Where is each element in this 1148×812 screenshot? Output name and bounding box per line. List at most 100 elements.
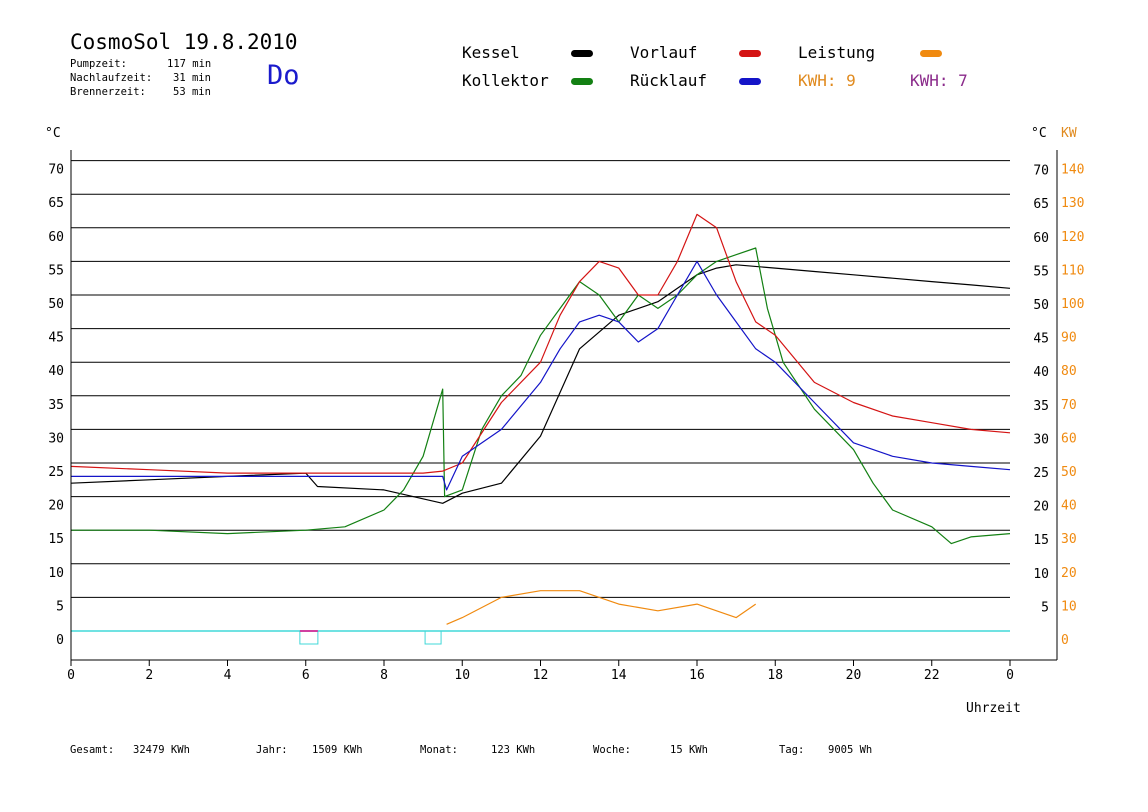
legend-ruecklauf-swatch (739, 78, 761, 85)
y-tick-label-right: 50 (1033, 298, 1049, 313)
y-tick-label-right: 25 (1033, 466, 1049, 481)
series-line-rücklauf (71, 260, 1011, 491)
stat-pumpzeit-value: 117 min (167, 58, 212, 70)
y2-tick-label: 20 (1061, 566, 1077, 581)
series-line-kessel (70, 264, 1011, 504)
footer-woche-value: 15 KWh (670, 744, 708, 756)
y-tick-label-right: 65 (1033, 197, 1049, 212)
right-unit-label: °C (1031, 126, 1047, 141)
kw-unit-label: KW (1061, 126, 1077, 141)
stat-brennerzeit-label: Brennerzeit: (70, 86, 146, 98)
stat-nachlaufzeit-value: 31 min (173, 72, 211, 84)
x-tick-label: 0 (67, 668, 75, 683)
footer-monat-label: Monat: (420, 744, 458, 756)
x-tick-label: 4 (224, 668, 232, 683)
y-tick-label-left: 20 (48, 499, 64, 514)
legend-kwh-purple: KWH: 7 (910, 71, 968, 90)
y-tick-label-right: 5 (1041, 600, 1049, 615)
y-tick-label-right: 35 (1033, 399, 1049, 414)
y-tick-label-right: 30 (1033, 432, 1049, 447)
footer-tag-value: 9005 Wh (828, 744, 873, 756)
y2-tick-label: 0 (1061, 633, 1069, 648)
legend-kollektor-swatch (571, 78, 593, 85)
legend-kwh-orange: KWH: 9 (798, 71, 856, 90)
x-tick-label: 12 (533, 668, 549, 683)
footer-woche-label: Woche: (593, 744, 631, 756)
legend-ruecklauf-label: Rücklauf (630, 71, 708, 90)
y2-tick-label: 110 (1061, 263, 1084, 278)
y-tick-label-left: 35 (48, 398, 64, 413)
y-tick-label-left: 25 (48, 465, 64, 480)
y2-tick-label: 30 (1061, 532, 1077, 547)
x-tick-label: 10 (454, 668, 470, 683)
y2-tick-label: 80 (1061, 364, 1077, 379)
x-tick-label: 8 (380, 668, 388, 683)
y-tick-label-left: 10 (48, 566, 64, 581)
y2-tick-label: 90 (1061, 331, 1077, 346)
legend-kollektor-label: Kollektor (462, 71, 549, 90)
y-tick-label-left: 65 (48, 196, 64, 211)
y-tick-label-left: 40 (48, 364, 64, 379)
legend-kessel-swatch (571, 50, 593, 57)
y-tick-label-right: 55 (1033, 264, 1049, 279)
y-tick-label-right: 40 (1033, 365, 1049, 380)
left-unit-label: °C (45, 126, 61, 141)
y-tick-label-right: 20 (1033, 500, 1049, 515)
y-tick-label-left: 0 (56, 633, 64, 648)
y-tick-label-left: 45 (48, 331, 64, 346)
series-line-vorlauf (70, 213, 1011, 474)
footer-gesamt-label: Gesamt: (70, 744, 115, 756)
y-tick-label-right: 10 (1033, 567, 1049, 582)
x-tick-label: 0 (1006, 668, 1014, 683)
y2-tick-label: 120 (1061, 230, 1084, 245)
y-tick-label-left: 50 (48, 297, 64, 312)
series-lines (70, 213, 1011, 625)
footer-jahr-value: 1509 KWh (312, 744, 363, 756)
weekday-label: Do (267, 60, 300, 91)
x-tick-label: 22 (924, 668, 940, 683)
legend-vorlauf-label: Vorlauf (630, 43, 698, 62)
y-tick-label-right: 70 (1033, 164, 1049, 179)
stat-nachlaufzeit-label: Nachlaufzeit: (70, 72, 153, 84)
legend-vorlauf-swatch (739, 50, 761, 57)
x-tick-label: 14 (611, 668, 627, 683)
y2-tick-label: 60 (1061, 431, 1077, 446)
y2-tick-label: 140 (1061, 163, 1084, 178)
stat-brennerzeit-value: 53 min (173, 86, 211, 98)
y2-tick-label: 130 (1061, 196, 1084, 211)
stat-pumpzeit-label: Pumpzeit: (70, 58, 127, 70)
y-tick-label-left: 30 (48, 431, 64, 446)
y-tick-label-left: 60 (48, 230, 64, 245)
y-tick-label-right: 15 (1033, 533, 1049, 548)
axes: 0 2 4 6 8 10 12 14 16 18 20 22 005101520253035404550… (48, 150, 1084, 683)
x-tick-label: 2 (145, 668, 153, 683)
series-line-leistung (446, 590, 757, 625)
legend-kessel-label: Kessel (462, 43, 520, 62)
footer-gesamt-value: 32479 KWh (133, 744, 190, 756)
x-tick-label: 20 (846, 668, 862, 683)
y2-tick-label: 100 (1061, 297, 1084, 312)
marker-box (424, 630, 442, 645)
y-tick-label-left: 5 (56, 599, 64, 614)
legend-leistung-swatch (920, 50, 942, 57)
y-tick-label-left: 70 (48, 163, 64, 178)
marker-box (299, 630, 319, 645)
y2-tick-label: 70 (1061, 398, 1077, 413)
y2-tick-label: 40 (1061, 499, 1077, 514)
footer-monat-value: 123 KWh (491, 744, 536, 756)
page-title: CosmoSol 19.8.2010 (70, 30, 298, 54)
y-tick-label-left: 55 (48, 263, 64, 278)
y2-tick-label: 10 (1061, 599, 1077, 614)
footer-jahr-label: Jahr: (256, 744, 288, 756)
y-tick-label-left: 15 (48, 532, 64, 547)
y2-tick-label: 50 (1061, 465, 1077, 480)
legend-leistung-label: Leistung (798, 43, 876, 62)
x-tick-label: 18 (767, 668, 783, 683)
x-tick-label: 16 (689, 668, 705, 683)
footer-tag-label: Tag: (779, 744, 805, 756)
y-tick-label-right: 60 (1033, 231, 1049, 246)
x-axis-title: Uhrzeit (966, 701, 1021, 716)
grid-lines (71, 160, 1010, 645)
x-tick-label: 6 (302, 668, 310, 683)
